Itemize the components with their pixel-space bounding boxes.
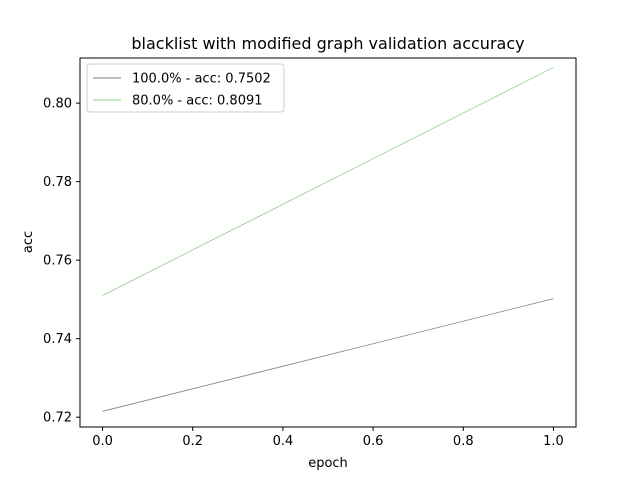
legend-label-1: 100.0% - acc: 0.7502 bbox=[132, 72, 271, 87]
x-tick-label: 0.2 bbox=[182, 434, 203, 449]
y-tick-label: 0.76 bbox=[43, 254, 72, 269]
x-axis-label: epoch bbox=[308, 456, 348, 471]
x-tick-label: 0.6 bbox=[363, 434, 384, 449]
legend-box bbox=[86, 63, 285, 113]
series-line-1 bbox=[102, 298, 554, 412]
plot-area: 0.0 0.2 0.4 0.6 0.8 1.0 0.72 0.74 0.76 0.78 0.80 10… bbox=[43, 57, 577, 449]
x-tick-label: 1.0 bbox=[543, 434, 564, 449]
legend-label-2: 80.0% - acc: 0.8091 bbox=[132, 94, 263, 109]
series-line-2 bbox=[102, 67, 554, 296]
y-tick-label: 0.74 bbox=[43, 332, 72, 347]
y-tick-label: 0.78 bbox=[43, 175, 72, 190]
y-tick-label: 0.80 bbox=[43, 97, 72, 112]
plot-frame bbox=[79, 57, 577, 428]
y-axis-label: acc bbox=[21, 231, 36, 253]
x-tick-label: 0.0 bbox=[92, 434, 113, 449]
x-tick-label: 0.8 bbox=[453, 434, 474, 449]
y-tick-label: 0.72 bbox=[43, 411, 72, 426]
x-tick-label: 0.4 bbox=[273, 434, 294, 449]
chart-title: blacklist with modified graph validation… bbox=[131, 34, 524, 53]
